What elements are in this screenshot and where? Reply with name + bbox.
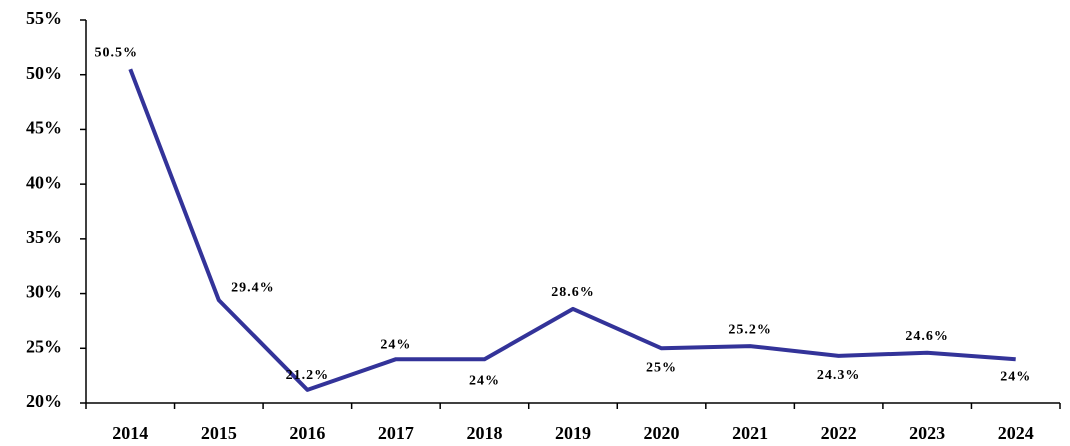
x-tick-label: 2021 <box>732 423 768 443</box>
x-tick-label: 2019 <box>555 423 591 443</box>
y-tick-label: 25% <box>26 336 62 356</box>
data-label: 24.6% <box>905 329 949 344</box>
line <box>128 68 1016 392</box>
data-label: 24% <box>469 373 500 388</box>
x-tick-label: 2024 <box>998 423 1034 443</box>
data-label: 24% <box>1000 369 1031 384</box>
y-tick-label: 55% <box>26 8 62 28</box>
data-label: 50.5% <box>95 45 139 60</box>
x-tick-label: 2015 <box>201 423 237 443</box>
y-tick-label: 40% <box>26 172 62 192</box>
y-tick-label: 50% <box>26 63 62 83</box>
x-tick-label: 2014 <box>112 423 148 443</box>
x-tick-label: 2017 <box>378 423 414 443</box>
y-tick-label: 30% <box>26 282 62 302</box>
data-label: 21.2% <box>286 368 330 383</box>
data-label: 28.6% <box>551 285 595 300</box>
data-label: 29.4% <box>231 280 275 295</box>
x-tick-label: 2022 <box>821 423 857 443</box>
x-tick-label: 2023 <box>909 423 945 443</box>
data-label: 24% <box>380 337 411 352</box>
y-tick-label: 20% <box>26 391 62 411</box>
y-tick-label: 35% <box>26 227 62 247</box>
x-tick-label: 2016 <box>289 423 325 443</box>
x-tick-label: 2020 <box>644 423 680 443</box>
x-tick-label: 2018 <box>466 423 502 443</box>
data-label: 24.3% <box>817 368 861 383</box>
y-tick-label: 45% <box>26 118 62 138</box>
data-label: 25.2% <box>728 322 772 337</box>
data-label: 25% <box>646 361 677 376</box>
